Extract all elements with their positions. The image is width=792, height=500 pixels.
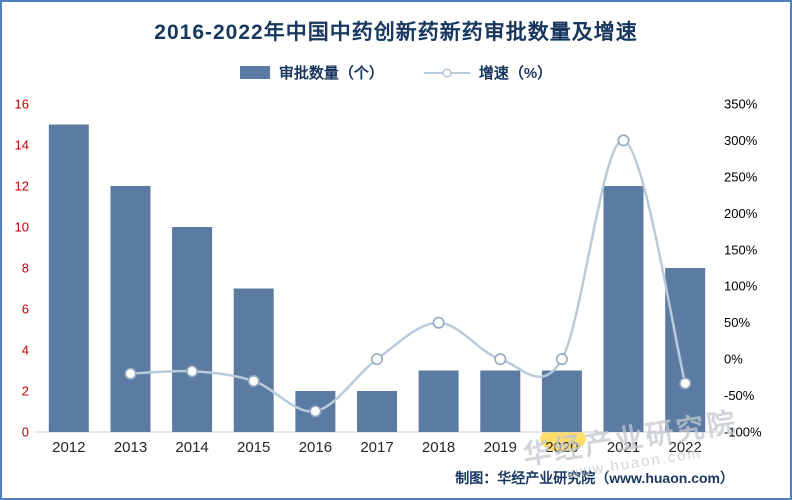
svg-text:2018: 2018: [422, 439, 455, 456]
legend: 审批数量（个） 增速（%）: [2, 62, 790, 83]
svg-text:250%: 250%: [724, 169, 758, 184]
svg-text:2012: 2012: [52, 439, 85, 456]
svg-text:2015: 2015: [237, 439, 270, 456]
svg-text:100%: 100%: [724, 279, 758, 294]
svg-text:2: 2: [22, 384, 29, 399]
svg-text:2013: 2013: [114, 439, 147, 456]
svg-text:4: 4: [22, 343, 29, 358]
svg-text:2016: 2016: [299, 439, 332, 456]
svg-text:8: 8: [22, 261, 29, 276]
bar-swatch-icon: [239, 66, 270, 79]
chart-canvas: 0 2 4 6 8 10 12 14 16 -100% -50% 0% 50% 100% 150% 200% 2…: [15, 97, 762, 457]
svg-text:-50%: -50%: [724, 388, 755, 403]
svg-text:12: 12: [15, 179, 29, 194]
chart-title: 2016-2022年中国中药创新药新药审批数量及增速: [154, 21, 638, 44]
svg-text:16: 16: [15, 97, 29, 112]
svg-text:10: 10: [15, 220, 29, 235]
legend-line-label: 增速（%）: [478, 65, 553, 82]
credit-line: 制图：华经产业研究院（www.huaon.com）: [455, 470, 734, 486]
svg-text:2017: 2017: [360, 439, 393, 456]
svg-text:0%: 0%: [724, 352, 743, 367]
svg-text:2019: 2019: [484, 439, 517, 456]
svg-text:14: 14: [15, 138, 29, 153]
svg-text:150%: 150%: [724, 242, 758, 257]
svg-text:2014: 2014: [175, 439, 208, 456]
svg-text:50%: 50%: [724, 315, 750, 330]
line-swatch-icon: [423, 66, 470, 79]
svg-text:300%: 300%: [724, 133, 758, 148]
svg-text:200%: 200%: [724, 206, 758, 221]
svg-text:2022: 2022: [669, 439, 702, 456]
legend-item-line: 增速（%）: [423, 62, 553, 83]
svg-text:-100%: -100%: [724, 425, 762, 440]
legend-bar-label: 审批数量（个）: [278, 65, 384, 82]
svg-text:350%: 350%: [724, 97, 758, 112]
svg-text:2020: 2020: [545, 439, 578, 456]
svg-text:0: 0: [22, 425, 29, 440]
svg-text:6: 6: [22, 302, 29, 317]
svg-text:2021: 2021: [607, 439, 640, 456]
legend-item-bars: 审批数量（个）: [239, 62, 384, 83]
